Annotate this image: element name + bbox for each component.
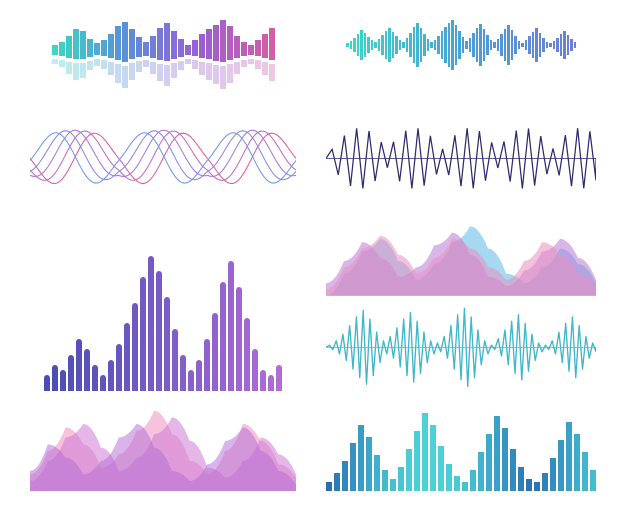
multi-sine-strings [30,115,296,202]
pink-area-waves [30,399,296,491]
teal-equalizer-bars [326,399,596,491]
symmetric-thin-bars-group [326,20,596,70]
rounded-purple-equalizer [30,209,296,390]
mirrored-equalizer-bars [30,20,296,89]
sharp-zigzag [326,115,596,202]
layered-area-waves [326,209,596,296]
teal-waveform-line [326,304,596,391]
teal-equalizer [326,399,596,491]
mirrored-equalizer [30,20,296,107]
symmetric-thin-bars [326,20,596,107]
rounded-purple-bars [30,209,296,390]
